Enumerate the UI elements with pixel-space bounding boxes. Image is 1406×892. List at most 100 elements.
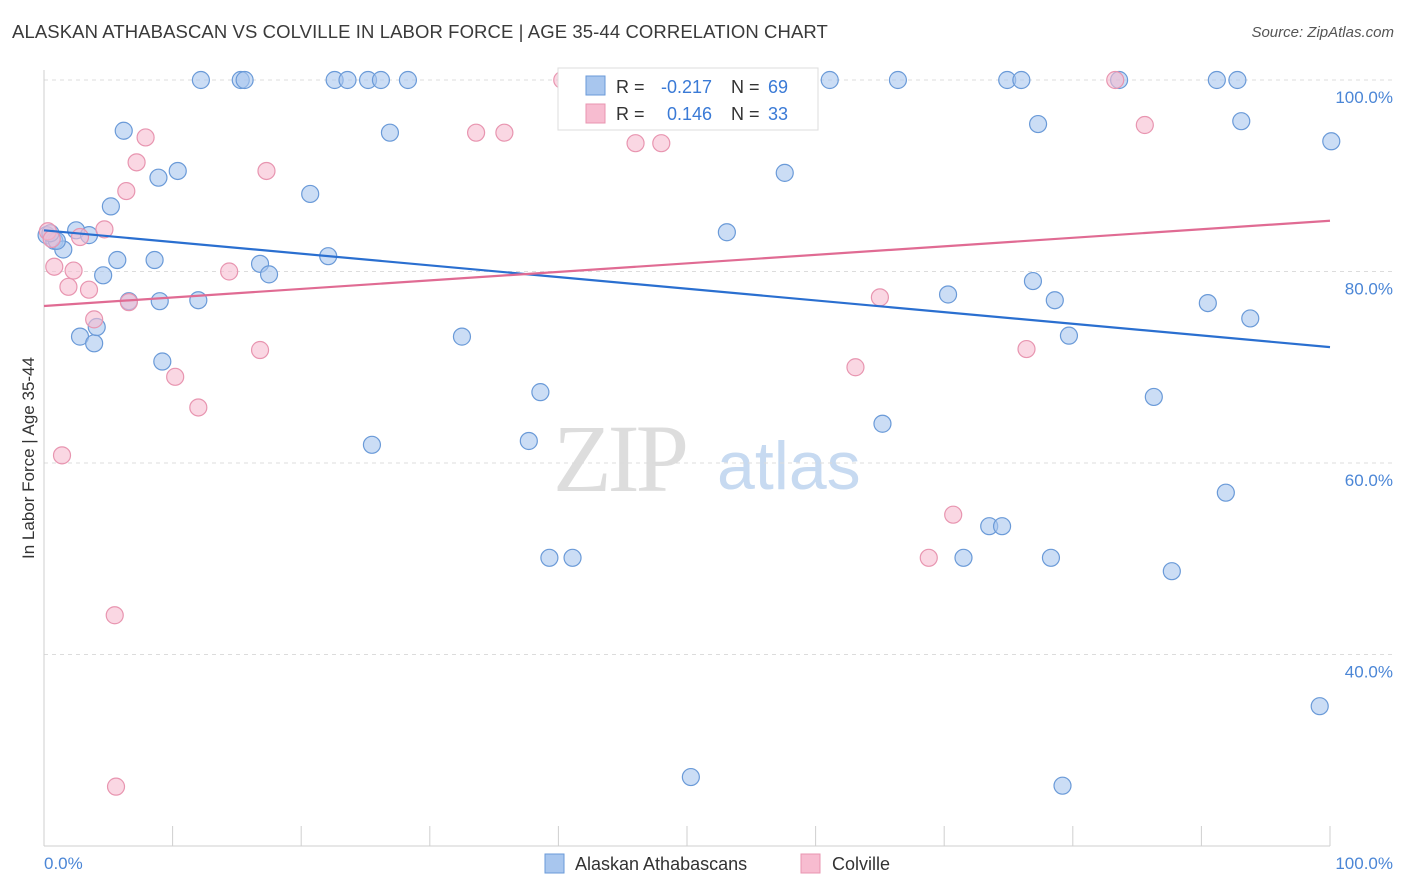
colville-point-18 — [250, 340, 270, 360]
colville-point-8 — [95, 220, 114, 239]
colville-point-13 — [127, 153, 146, 172]
athabascan-point-60 — [1198, 293, 1217, 313]
series-legend: Alaskan Athabascans Colville — [544, 853, 890, 874]
athabascan-point-66 — [1310, 697, 1329, 716]
x-tick-label-max: 100.0% — [1335, 854, 1393, 873]
trendlines — [43, 219, 1331, 349]
colville-point-32 — [42, 229, 61, 249]
colville-point-10 — [106, 777, 126, 796]
colville-point-27 — [919, 548, 938, 567]
colville-point-15 — [166, 367, 185, 386]
athabascan-point-55 — [1053, 776, 1072, 795]
athabascan-point-51 — [1023, 271, 1043, 291]
athabascan-point-44 — [888, 70, 908, 90]
legend-n-label-2: N = — [731, 104, 760, 124]
athabascan-point-15 — [149, 168, 168, 187]
colville-point-30 — [1106, 70, 1125, 90]
athabascan-point-22 — [235, 70, 254, 90]
athabascan-point-64 — [1232, 112, 1251, 131]
colville-point-23 — [626, 134, 645, 153]
colville-point-5 — [70, 227, 90, 247]
athabascan-point-32 — [380, 123, 400, 142]
legend-n-value-1: 69 — [768, 77, 788, 97]
chart-title: ALASKAN ATHABASCAN VS COLVILLE IN LABOR … — [12, 21, 828, 42]
colville-point-19 — [257, 161, 276, 181]
athabascan-point-35 — [519, 431, 538, 451]
axes — [43, 70, 1330, 847]
athabascan-point-50 — [1012, 70, 1031, 90]
legend-n-value-2: 33 — [768, 104, 788, 124]
legend-swatch-blue — [585, 75, 606, 96]
athabascan-point-61 — [1207, 70, 1226, 90]
athabascan-point-53 — [1045, 291, 1064, 310]
colville-point-7 — [85, 310, 104, 329]
athabascan-point-28 — [338, 70, 357, 90]
series-legend-swatch-pink — [800, 853, 821, 874]
colville-point-31 — [1135, 115, 1154, 135]
colville-point-28 — [944, 505, 963, 524]
athabascan-point-31 — [362, 435, 382, 454]
athabascan-point-48 — [992, 517, 1012, 536]
athabascan-point-34 — [452, 327, 472, 346]
colville-point-29 — [1017, 339, 1036, 359]
watermark-zip: ZIP — [553, 405, 686, 512]
grid-lines — [44, 79, 1393, 655]
athabascan-point-62 — [1216, 483, 1235, 502]
legend-r-label-2: R = — [616, 104, 645, 124]
athabascan-point-20 — [191, 70, 210, 90]
series-alaskan-athabascans — [37, 70, 1341, 795]
athabascan-point-33 — [398, 70, 418, 90]
athabascan-point-12 — [114, 121, 133, 140]
colville-point-12 — [119, 293, 138, 312]
athabascan-point-59 — [1162, 562, 1181, 581]
athabascan-point-18 — [168, 161, 187, 181]
legend-r-value-1: -0.217 — [661, 77, 712, 97]
y-tick-label-0: 100.0% — [1335, 88, 1393, 107]
series-legend-label-pink: Colville — [832, 854, 890, 874]
colville-point-26 — [870, 288, 890, 307]
source-credit: Source: ZipAtlas.com — [1251, 24, 1394, 41]
legend-r-value-2: 0.146 — [667, 104, 712, 124]
y-tick-label-1: 80.0% — [1345, 280, 1393, 299]
athabascan-trendline — [43, 229, 1331, 349]
athabascan-point-67 — [1322, 132, 1341, 151]
athabascan-point-9 — [94, 266, 113, 285]
y-tick-label-2: 60.0% — [1345, 471, 1393, 490]
colville-point-9 — [105, 606, 124, 625]
athabascan-point-43 — [873, 414, 892, 433]
colville-point-25 — [846, 358, 865, 377]
colville-point-24 — [652, 134, 671, 153]
y-axis-title: In Labor Force | Age 35-44 — [19, 357, 38, 559]
colville-trendline — [43, 219, 1331, 308]
series-legend-swatch-blue — [544, 853, 565, 874]
athabascan-point-58 — [1144, 387, 1163, 407]
y-tick-labels: 100.0% 80.0% 60.0% 40.0% — [1335, 88, 1393, 682]
athabascan-point-14 — [145, 250, 164, 270]
colville-point-3 — [59, 277, 78, 296]
colville-point-16 — [189, 398, 208, 417]
athabascan-point-38 — [563, 548, 582, 567]
athabascan-point-42 — [820, 70, 839, 90]
colville-point-20 — [466, 123, 486, 142]
colville-point-4 — [64, 261, 83, 280]
athabascan-point-45 — [938, 285, 958, 304]
colville-point-17 — [220, 262, 239, 281]
legend-r-label-1: R = — [616, 77, 645, 97]
legend-swatch-pink — [585, 103, 606, 124]
correlation-legend: R = -0.217 N = 69 R = 0.146 N = 33 — [557, 67, 819, 131]
x-tick-label-min: 0.0% — [44, 854, 83, 873]
colville-point-14 — [136, 128, 155, 147]
athabascan-point-56 — [1059, 326, 1079, 345]
athabascan-point-40 — [717, 223, 736, 242]
athabascan-point-25 — [301, 184, 320, 204]
athabascan-point-39 — [681, 767, 700, 787]
y-tick-label-3: 40.0% — [1345, 663, 1393, 682]
colville-point-11 — [117, 181, 136, 201]
athabascan-point-37 — [540, 548, 559, 567]
athabascan-point-36 — [531, 383, 550, 402]
athabascan-point-10 — [101, 197, 120, 216]
athabascan-point-63 — [1228, 70, 1247, 90]
series-legend-label-blue: Alaskan Athabascans — [575, 854, 747, 874]
colville-point-6 — [79, 280, 99, 299]
athabascan-point-24 — [259, 265, 279, 284]
